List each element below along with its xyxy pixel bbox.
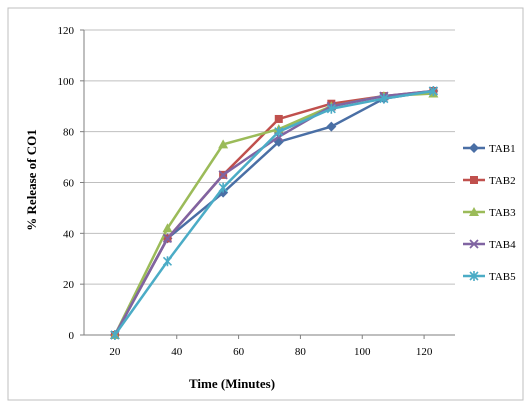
data-point	[162, 256, 173, 267]
series-group	[109, 86, 439, 340]
data-point	[428, 86, 438, 96]
legend: TAB1 TAB2 TAB3 TAB4 TAB5	[463, 143, 516, 283]
x-tick-label: 40	[171, 346, 183, 358]
x-axis-title: Time (Minutes)	[189, 376, 275, 391]
legend-item-tab4: TAB4	[463, 239, 516, 251]
data-point	[162, 233, 173, 244]
data-point	[274, 114, 283, 123]
gridlines	[84, 29, 455, 285]
data-point	[469, 239, 479, 249]
data-point	[110, 330, 120, 340]
data-point	[162, 223, 173, 233]
data-point	[379, 93, 389, 104]
y-tick-label: 20	[63, 279, 75, 291]
x-tick-label: 60	[233, 346, 245, 358]
legend-label: TAB3	[489, 207, 516, 219]
data-point	[218, 170, 228, 180]
legend-item-tab3: TAB3	[463, 207, 516, 219]
y-tick-label: 40	[63, 228, 75, 240]
data-point	[469, 271, 479, 281]
data-point	[274, 126, 284, 137]
data-point	[469, 207, 479, 216]
y-tick-label: 80	[63, 127, 75, 139]
data-point	[218, 182, 228, 193]
y-tick-label: 0	[69, 330, 75, 342]
series-tab5	[110, 86, 438, 340]
y-tick-label: 100	[58, 76, 75, 88]
data-point	[218, 139, 229, 149]
legend-item-tab1: TAB1	[463, 143, 516, 155]
legend-label: TAB2	[489, 175, 516, 187]
legend-item-tab5: TAB5	[463, 271, 516, 283]
x-tick-label: 80	[295, 346, 307, 358]
legend-label: TAB4	[489, 239, 516, 251]
x-tick-label: 100	[354, 346, 371, 358]
y-tick-label: 60	[63, 178, 75, 190]
legend-label: TAB5	[489, 271, 516, 283]
y-tick-labels: 0 20 40 60 80 100 120	[58, 25, 84, 342]
data-point	[326, 103, 336, 114]
data-point	[470, 176, 478, 184]
x-tick-labels: 20 40 60 80 100 120	[109, 335, 433, 358]
y-tick-label: 120	[58, 25, 75, 37]
data-point	[326, 121, 337, 132]
x-tick-label: 120	[416, 346, 433, 358]
x-tick-label: 20	[109, 346, 121, 358]
legend-item-tab2: TAB2	[463, 175, 516, 187]
data-point	[469, 143, 479, 153]
chart-area-border	[7, 7, 524, 401]
legend-label: TAB1	[489, 143, 516, 155]
y-axis-title: % Release of CO1	[24, 129, 39, 230]
